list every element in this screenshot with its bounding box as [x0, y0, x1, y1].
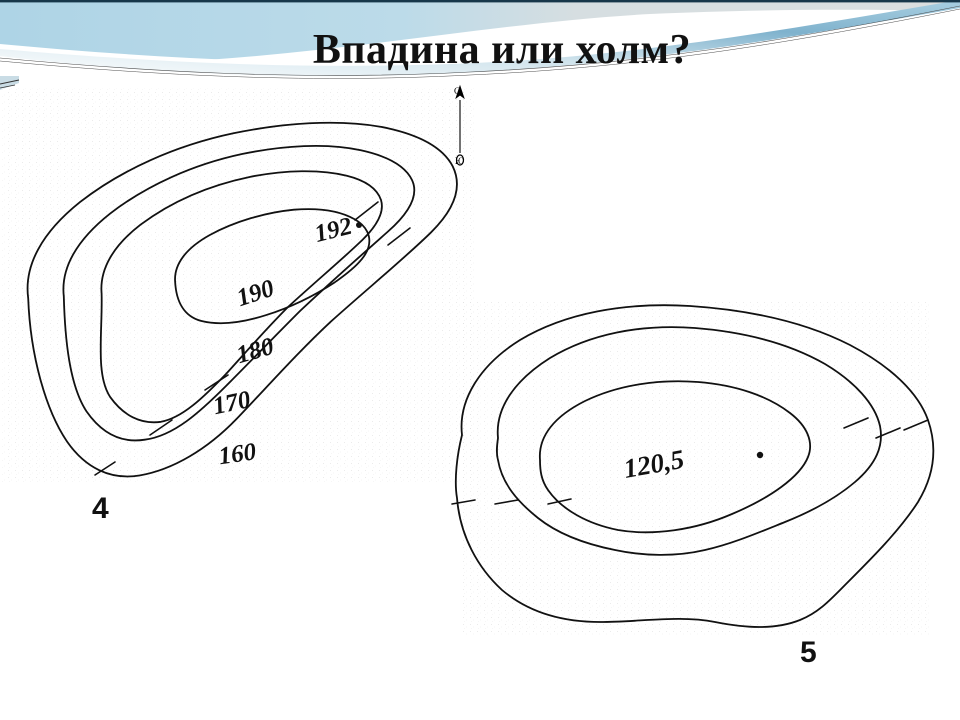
svg-text:170: 170 — [211, 386, 254, 420]
svg-text:180: 180 — [233, 333, 277, 369]
svg-text:С: С — [454, 86, 460, 96]
svg-text:160: 160 — [217, 438, 258, 470]
svg-text:120,5: 120,5 — [621, 444, 686, 484]
svg-text:192: 192 — [312, 213, 355, 248]
svg-text:Ю: Ю — [455, 156, 464, 166]
svg-text:190: 190 — [233, 275, 277, 312]
